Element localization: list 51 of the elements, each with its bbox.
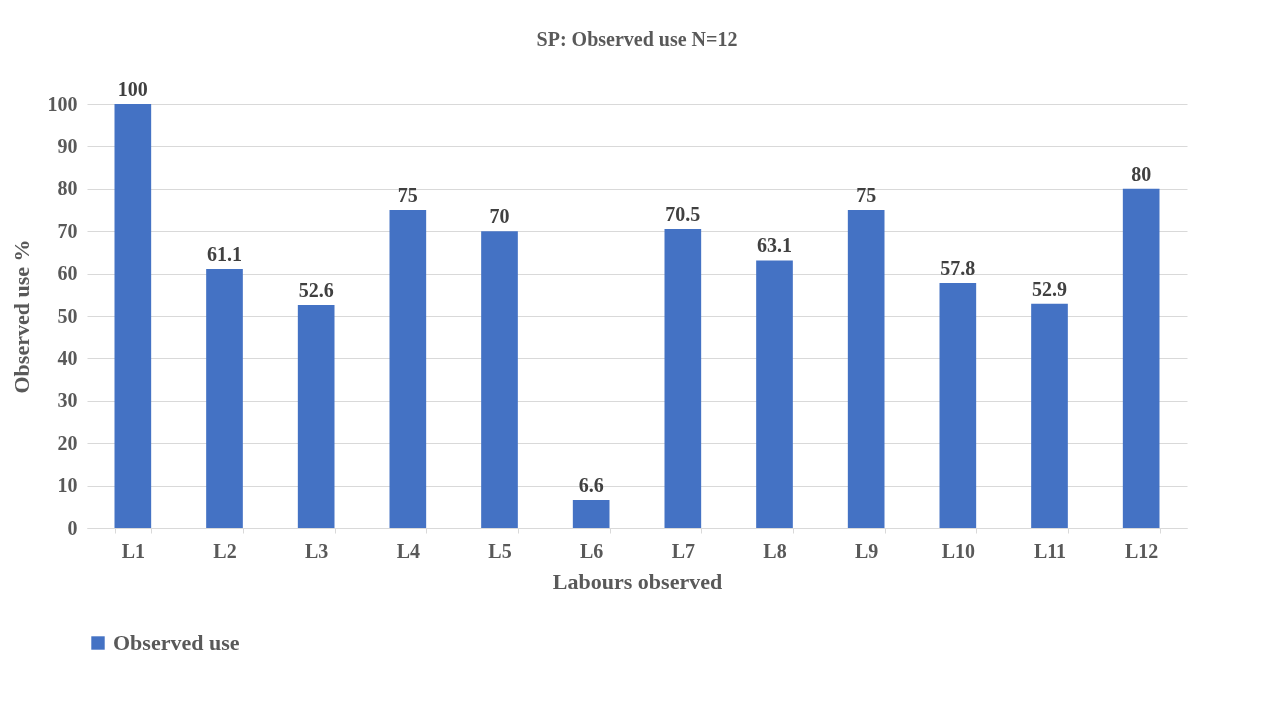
x-tick-label: L6: [579, 539, 604, 562]
data-label: 63.1: [757, 234, 792, 257]
x-axis-title: Labours observed: [552, 568, 723, 594]
x-tick-label: L8: [763, 539, 787, 562]
x-tick-label: L4: [396, 539, 421, 562]
y-tick-label: 100: [47, 92, 78, 115]
y-axis-title: Observed use %: [8, 239, 34, 394]
data-label: 75: [397, 184, 418, 206]
y-tick-label: 60: [57, 262, 78, 285]
y-tick-label: 80: [57, 177, 78, 200]
y-tick-label: 20: [57, 431, 78, 454]
bar: [114, 104, 152, 528]
x-tick-label: L7: [671, 539, 696, 562]
data-label: 100: [117, 78, 148, 100]
chart-title: SP: Observed use N=12: [536, 28, 738, 50]
x-tick-label: L1: [121, 539, 146, 562]
data-label: 61.1: [207, 242, 242, 265]
bar: [939, 282, 977, 528]
data-label: 52.6: [298, 278, 334, 301]
bar: [389, 210, 427, 528]
bar: [481, 231, 518, 528]
data-label: 52.9: [1032, 277, 1067, 300]
data-label: 6.6: [578, 474, 604, 497]
y-tick-label: 10: [57, 474, 78, 497]
bar: [1031, 303, 1068, 528]
y-tick-label: 70: [57, 219, 78, 242]
x-tick-label: L11: [1033, 539, 1067, 562]
bar: [664, 229, 702, 528]
x-tick-label: L2: [213, 539, 237, 562]
bar: [756, 260, 793, 528]
data-label: 70: [489, 205, 510, 228]
y-tick-label: 90: [57, 134, 78, 157]
x-tick-label: L12: [1124, 539, 1159, 562]
bar: [297, 304, 335, 528]
data-label: 57.8: [940, 256, 976, 279]
data-label: 75: [856, 184, 877, 206]
y-tick-label: 0: [67, 516, 78, 539]
y-tick-label: 30: [57, 389, 78, 412]
y-tick-label: 50: [57, 304, 78, 327]
data-label: 70.5: [665, 203, 701, 226]
bar: [206, 268, 243, 528]
x-tick-label: L9: [854, 539, 879, 562]
legend-label: Observed use: [113, 630, 240, 655]
x-tick-label: L5: [488, 539, 512, 562]
data-label: 80: [1131, 162, 1152, 185]
bar: [572, 500, 610, 528]
y-tick-label: 40: [57, 346, 78, 369]
x-tick-label: L10: [941, 539, 976, 562]
bar: [847, 210, 885, 528]
x-tick-label: L3: [304, 539, 329, 562]
bar: [1122, 188, 1160, 528]
